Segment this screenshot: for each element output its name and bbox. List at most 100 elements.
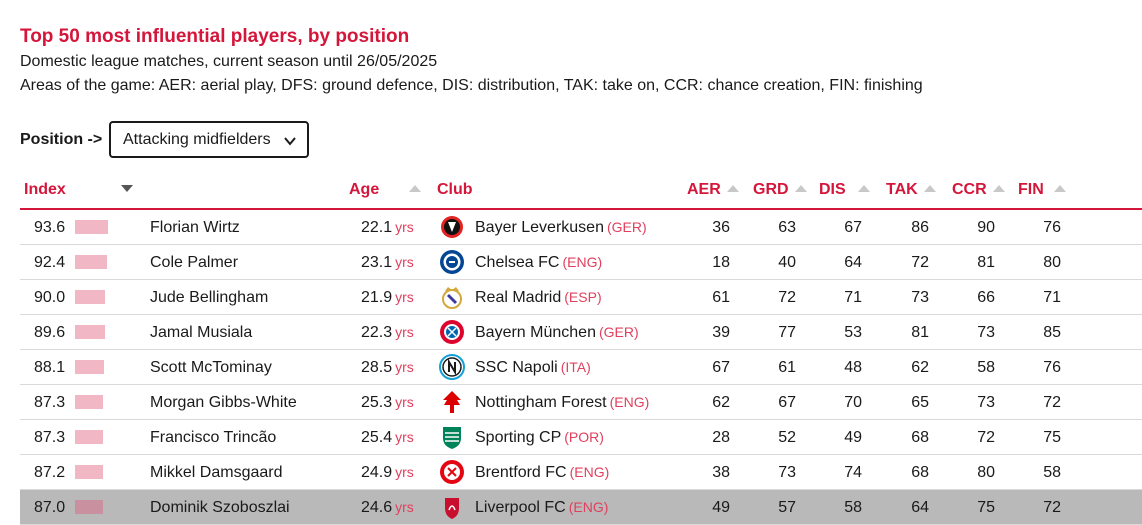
- stat-aer: 38: [712, 464, 730, 481]
- index-value: 92.4: [34, 254, 66, 271]
- club-country: (ENG): [609, 394, 650, 410]
- stat-fin: 76: [1043, 219, 1061, 236]
- index-bar: [75, 220, 108, 234]
- player-age: 23.1 yrs: [361, 254, 414, 272]
- table-row[interactable]: 92.4 Cole Palmer 23.1 yrs Chelsea FC (ENG) 18 4…: [20, 245, 1142, 280]
- player-name[interactable]: Dominik Szoboszlai: [150, 499, 290, 516]
- player-name[interactable]: Cole Palmer: [150, 254, 239, 271]
- stat-dis: 49: [844, 429, 862, 446]
- club-name[interactable]: SSC Napoli (ITA): [475, 359, 591, 377]
- club-name[interactable]: Real Madrid (ESP): [475, 289, 602, 307]
- club-country: (ENG): [569, 464, 610, 480]
- stat-ccr: 75: [977, 499, 995, 516]
- index-value: 93.6: [34, 219, 66, 236]
- player-name[interactable]: Florian Wirtz: [150, 219, 240, 236]
- sort-asc-icon[interactable]: [409, 185, 421, 192]
- column-header-fin[interactable]: FIN: [1018, 181, 1066, 199]
- stat-tak: 62: [911, 359, 929, 376]
- club-name[interactable]: Bayern München (GER): [475, 324, 639, 342]
- age-value: 25.3: [361, 394, 393, 411]
- column-header-grd[interactable]: GRD: [753, 181, 807, 199]
- club-name[interactable]: Nottingham Forest (ENG): [475, 394, 649, 412]
- club-country: (ESP): [564, 289, 602, 305]
- player-name[interactable]: Morgan Gibbs-White: [150, 394, 297, 411]
- stat-tak: 65: [911, 394, 929, 411]
- club-name[interactable]: Liverpool FC (ENG): [475, 499, 608, 517]
- column-header-dis-label: DIS: [819, 181, 846, 198]
- stat-fin: 71: [1043, 289, 1061, 306]
- sort-desc-icon[interactable]: [121, 185, 133, 192]
- stat-fin: 72: [1043, 499, 1061, 516]
- player-name[interactable]: Jamal Musiala: [150, 324, 253, 341]
- column-header-dis[interactable]: DIS: [819, 181, 870, 199]
- club-label: SSC Napoli: [475, 359, 558, 376]
- player-name[interactable]: Mikkel Damsgaard: [150, 464, 283, 481]
- club-label: Bayern München: [475, 324, 596, 341]
- stat-dis: 48: [844, 359, 862, 376]
- stat-aer: 49: [712, 499, 730, 516]
- player-age: 22.1 yrs: [361, 219, 414, 237]
- column-header-ccr-label: CCR: [952, 181, 987, 198]
- age-value: 25.4: [361, 429, 393, 446]
- table-row[interactable]: 89.6 Jamal Musiala 22.3 yrs Bayern München (G…: [20, 315, 1142, 350]
- club-label: Chelsea FC: [475, 254, 560, 271]
- bayer-leverkusen-logo: [441, 216, 463, 238]
- stat-aer: 61: [712, 289, 730, 306]
- player-name[interactable]: Jude Bellingham: [150, 289, 269, 306]
- stat-aer: 62: [712, 394, 730, 411]
- stat-dis: 71: [844, 289, 862, 306]
- age-unit: yrs: [395, 429, 414, 445]
- header-divider: [20, 208, 1142, 210]
- age-unit: yrs: [395, 289, 414, 305]
- stat-fin: 80: [1043, 254, 1061, 271]
- table-row[interactable]: 87.3 Morgan Gibbs-White 25.3 yrs Nottingham …: [20, 385, 1142, 420]
- index-bar: [75, 395, 103, 409]
- column-header-ccr[interactable]: CCR: [952, 181, 1005, 199]
- club-country: (POR): [564, 429, 604, 445]
- player-name[interactable]: Francisco Trincão: [150, 429, 277, 446]
- table-row[interactable]: 87.0 Dominik Szoboszlai 24.6 yrs Liverpool F…: [20, 490, 1142, 525]
- areas-legend: Areas of the game: AER: aerial play, DFS…: [20, 77, 923, 94]
- stat-fin: 72: [1043, 394, 1061, 411]
- stat-tak: 86: [911, 219, 929, 236]
- position-select[interactable]: Attacking midfielders: [109, 121, 309, 158]
- column-header-fin-label: FIN: [1018, 181, 1044, 198]
- table-row[interactable]: 87.2 Mikkel Damsgaard 24.9 yrs Brentford FC(…: [20, 455, 1142, 490]
- stat-ccr: 72: [977, 429, 995, 446]
- player-name[interactable]: Scott McTominay: [150, 359, 272, 376]
- index-value: 87.3: [34, 394, 66, 411]
- stat-dis: 64: [844, 254, 862, 271]
- table-row[interactable]: 88.1 Scott McTominay 28.5 yrs SSC Napoli (ITA…: [20, 350, 1142, 385]
- index-value: 88.1: [34, 359, 66, 376]
- stat-dis: 74: [844, 464, 862, 481]
- column-header-index[interactable]: Index: [24, 181, 66, 198]
- stat-aer: 39: [712, 324, 730, 341]
- club-name[interactable]: Brentford FC (ENG): [475, 464, 609, 482]
- stat-grd: 67: [778, 394, 796, 411]
- club-country: (ENG): [568, 499, 609, 515]
- nottingham-forest-logo: [443, 391, 461, 413]
- stat-dis: 58: [844, 499, 862, 516]
- club-name[interactable]: Chelsea FC (ENG): [475, 254, 602, 272]
- club-country: (ITA): [560, 359, 591, 375]
- club-name[interactable]: Sporting CP (POR): [475, 429, 604, 447]
- column-header-age[interactable]: Age: [349, 181, 380, 198]
- table-row[interactable]: 93.6 Florian Wirtz 22.1 yrs Bayer Leverkusen…: [20, 210, 1142, 245]
- stat-ccr: 66: [977, 289, 995, 306]
- stat-ccr: 73: [977, 394, 995, 411]
- stat-dis: 70: [844, 394, 862, 411]
- age-value: 24.9: [361, 464, 393, 481]
- table-row[interactable]: 90.0 Jude Bellingham 21.9 yrs Real Madrid (ES…: [20, 280, 1142, 315]
- sort-asc-icon: [857, 185, 870, 192]
- index-bar: [75, 290, 105, 304]
- column-header-aer[interactable]: AER: [687, 181, 739, 199]
- player-age: 24.9 yrs: [361, 464, 414, 482]
- column-header-club[interactable]: Club: [437, 181, 473, 198]
- position-select-value: Attacking midfielders: [123, 130, 271, 148]
- napoli-logo: [439, 354, 465, 380]
- club-name[interactable]: Bayer Leverkusen (GER): [475, 219, 647, 237]
- stat-grd: 63: [778, 219, 796, 236]
- column-header-tak[interactable]: TAK: [886, 181, 936, 199]
- age-unit: yrs: [395, 254, 414, 270]
- table-row[interactable]: 87.3 Francisco Trincão 25.4 yrs Sporting CP(…: [20, 420, 1142, 455]
